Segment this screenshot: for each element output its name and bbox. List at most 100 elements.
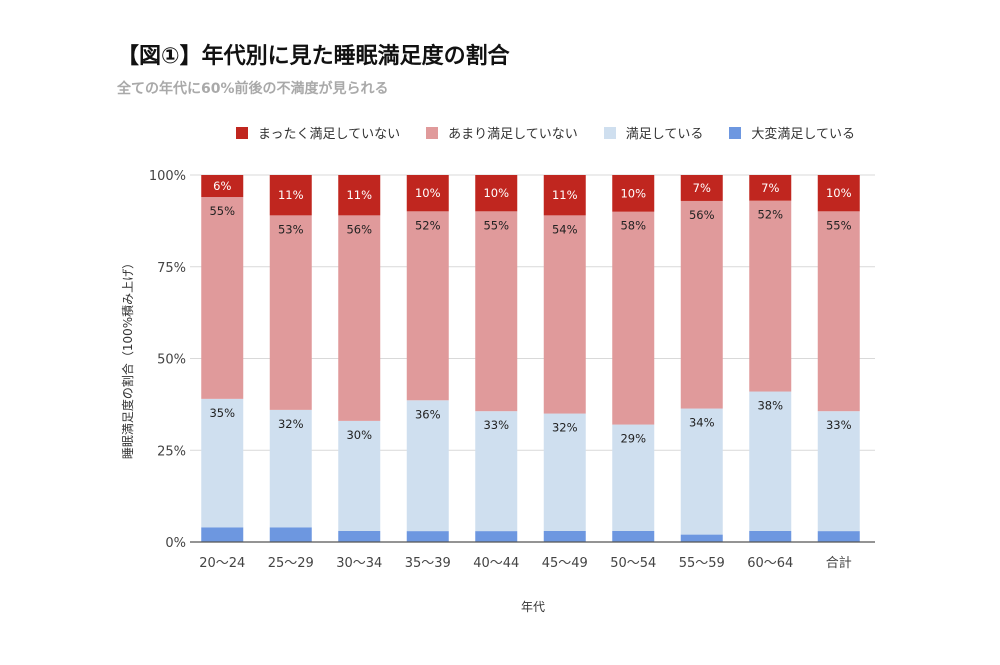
data-label: 35% (209, 406, 235, 420)
bar-segment (269, 175, 312, 216)
bar-segment (680, 175, 723, 201)
data-label: 29% (620, 432, 646, 446)
bar-segment (475, 531, 518, 542)
data-label: 53% (278, 222, 304, 236)
data-label: 11% (552, 188, 578, 202)
bar-segment (680, 200, 723, 409)
data-label: 7% (693, 181, 711, 195)
data-label: 55% (483, 218, 509, 232)
bar-segment (475, 411, 518, 532)
x-tick-label: 20〜24 (199, 556, 245, 571)
bar-segment (269, 527, 312, 542)
bar-segment (817, 411, 860, 532)
bar-segment (749, 391, 792, 531)
x-tick-label: 45〜49 (542, 556, 588, 571)
x-tick-label: 50〜54 (610, 556, 656, 571)
bar-segment (680, 534, 723, 542)
legend-item: あまり満足していない (426, 123, 578, 142)
bar-segment (338, 420, 381, 531)
bar-segment (406, 400, 449, 532)
x-tick-label: 合計 (826, 555, 852, 571)
data-label: 52% (415, 218, 441, 232)
y-tick-label: 75% (157, 261, 186, 276)
bar-segment (269, 215, 312, 410)
data-label: 33% (483, 418, 509, 432)
bar-segment (406, 531, 449, 542)
data-label: 36% (415, 407, 441, 421)
y-axis-title: 睡眠満足度の割合（100%積み上げ） (120, 257, 135, 459)
data-label: 33% (826, 418, 852, 432)
bar-segment (817, 175, 860, 212)
bar-segment (406, 175, 449, 212)
legend-item: まったく満足していない (236, 123, 400, 142)
bar-segment (406, 211, 449, 401)
data-label: 10% (415, 186, 441, 200)
legend-item: 満足している (603, 123, 703, 142)
bar-segment (543, 413, 586, 531)
bar-segment (201, 527, 244, 542)
data-label: 10% (483, 186, 509, 200)
data-label: 10% (620, 186, 646, 200)
legend-swatch (729, 126, 742, 139)
bar-segment (269, 409, 312, 528)
x-axis-title: 年代 (521, 600, 545, 614)
chart-title: 【図①】年代別に見た睡眠満足度の割合 (117, 44, 510, 69)
data-label: 10% (826, 186, 852, 200)
x-tick-label: 40〜44 (473, 556, 519, 571)
data-label: 34% (689, 416, 715, 430)
legend-swatch (603, 126, 616, 139)
bar-segment (749, 175, 792, 201)
legend-label: 大変満足している (751, 127, 855, 142)
chart-subtitle: 全ての年代に60%前後の不満度が見られる (117, 81, 389, 97)
data-label: 32% (278, 417, 304, 431)
data-label: 58% (620, 219, 646, 233)
bar-segment (680, 408, 723, 535)
bar-segment (475, 175, 518, 212)
bar-segment (749, 530, 792, 542)
x-tick-label: 55〜59 (679, 556, 725, 571)
bar-segment (612, 211, 655, 425)
legend: まったく満足していない あまり満足していない 満足している 大変満足している (236, 123, 881, 142)
bar-segment (543, 530, 586, 542)
data-label: 56% (689, 208, 715, 222)
data-label: 55% (826, 218, 852, 232)
bar-segment (201, 175, 244, 198)
bar-segment (201, 197, 244, 399)
bar-segment (612, 530, 655, 542)
data-label: 11% (346, 188, 372, 202)
data-label: 30% (346, 428, 372, 442)
legend-label: あまり満足していない (448, 127, 578, 142)
legend-item: 大変満足している (729, 123, 855, 142)
y-tick-label: 50% (157, 353, 186, 368)
data-label: 52% (757, 208, 783, 222)
bar-segment (338, 175, 381, 216)
x-tick-label: 25〜29 (268, 556, 314, 571)
bar-segment (543, 215, 586, 414)
data-label: 38% (757, 399, 783, 413)
data-label: 11% (278, 188, 304, 202)
bar-segment (475, 211, 518, 412)
bar-segment (612, 424, 655, 531)
legend-swatch (236, 126, 248, 139)
data-label: 56% (346, 222, 372, 236)
y-tick-label: 25% (157, 444, 186, 459)
bar-segment (817, 531, 860, 542)
x-tick-label: 35〜39 (405, 556, 451, 571)
legend-swatch (426, 126, 439, 139)
y-tick-label: 0% (165, 536, 186, 551)
data-label: 54% (552, 222, 578, 236)
legend-label: まったく満足していない (258, 127, 401, 142)
bar-segment (612, 175, 655, 212)
x-tick-label: 30〜34 (336, 556, 382, 571)
bar-segment (543, 175, 586, 216)
bar-segment (749, 200, 792, 392)
data-label: 7% (761, 181, 779, 195)
data-label: 55% (209, 204, 235, 218)
bar-segment (201, 398, 244, 528)
data-label: 6% (213, 179, 231, 193)
bar-segment (338, 215, 381, 421)
bar-segment (338, 530, 381, 542)
x-tick-label: 60〜64 (747, 556, 793, 571)
data-label: 32% (552, 421, 578, 435)
